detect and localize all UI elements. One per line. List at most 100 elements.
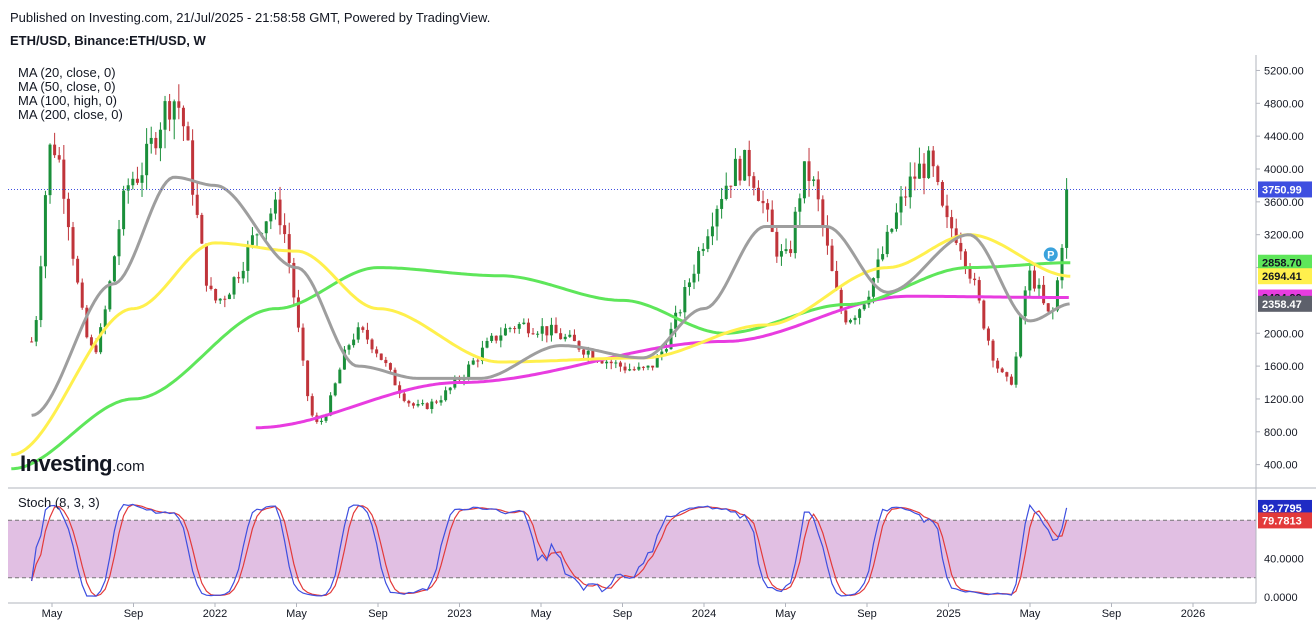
candle-body <box>917 163 921 179</box>
candle-body <box>34 320 38 342</box>
candle-body <box>609 361 613 364</box>
value-tag <box>1258 254 1312 271</box>
time-tick-label: Sep <box>613 608 633 620</box>
candle-body <box>835 270 839 290</box>
candle-body <box>710 226 714 237</box>
candle-body <box>117 229 121 257</box>
candle-body <box>881 254 885 260</box>
candle-body <box>333 383 337 396</box>
candle-body <box>476 360 480 362</box>
candle-body <box>273 199 277 214</box>
candle-body <box>720 198 724 209</box>
time-tick-label: 2026 <box>1181 608 1205 620</box>
logo-word: Investing <box>20 451 113 476</box>
candle-body <box>264 221 268 234</box>
candle-body <box>789 249 793 254</box>
value-tag <box>1258 512 1312 529</box>
candle-body <box>977 280 981 301</box>
candle-body <box>743 149 747 181</box>
candle-body <box>706 236 710 249</box>
candle-body <box>531 333 535 335</box>
candle-body <box>812 179 816 181</box>
candle-body <box>494 335 498 341</box>
price-tick-label: 800.00 <box>1264 427 1298 439</box>
candle-body <box>99 327 103 353</box>
candle-body <box>807 161 811 181</box>
candle-body <box>398 385 402 394</box>
candle-body <box>697 251 701 274</box>
candle-body <box>536 333 540 335</box>
candle-body <box>407 400 411 404</box>
value-tag-label: 79.7813 <box>1262 515 1302 527</box>
time-tick-label: May <box>775 608 796 620</box>
candle-body <box>103 309 107 328</box>
ma50-line <box>11 233 1071 457</box>
ma200-legend: MA (200, close, 0) <box>18 107 123 122</box>
candle-body <box>214 289 218 301</box>
candle-body <box>646 365 650 368</box>
price-tick-label: 400.00 <box>1264 460 1298 472</box>
p-marker <box>1043 247 1058 262</box>
time-tick-label: 2025 <box>936 608 960 620</box>
candle-body <box>1042 284 1046 304</box>
candle-body <box>30 341 34 343</box>
candle-body <box>614 362 618 364</box>
candle-body <box>467 364 471 378</box>
candle-body <box>683 287 687 313</box>
candle-body <box>940 182 944 206</box>
price-tick-label: 4000.00 <box>1264 164 1304 176</box>
candle-body <box>1009 376 1013 385</box>
candle-body <box>278 199 282 226</box>
candle-body <box>517 324 521 329</box>
candle-body <box>448 387 452 391</box>
candle-body <box>186 126 190 141</box>
candle-body <box>982 300 986 329</box>
candle-body <box>241 270 245 279</box>
candle-body <box>628 369 632 371</box>
candle-body <box>844 310 848 323</box>
candle-body <box>204 243 208 286</box>
candle-body <box>89 337 93 346</box>
candle-body <box>908 176 912 198</box>
candle-body <box>733 158 737 186</box>
candle-body <box>490 335 494 341</box>
candle-body <box>499 335 503 341</box>
candle-body <box>724 185 728 199</box>
candle-body <box>62 159 66 199</box>
candle-body <box>848 320 852 323</box>
ma20-line <box>31 175 1070 417</box>
value-tag <box>1258 181 1312 198</box>
candle-body <box>301 327 305 361</box>
candle-body <box>582 349 586 355</box>
candle-body <box>793 211 797 254</box>
candle-body <box>1023 290 1027 317</box>
candle-body <box>352 339 356 346</box>
price-tick-label: 1200.00 <box>1264 394 1304 406</box>
candle-body <box>945 205 949 218</box>
value-tag-label: 2358.47 <box>1262 299 1302 311</box>
ma100-line <box>11 261 1071 471</box>
candle-body <box>306 360 310 397</box>
candle-body <box>163 101 167 130</box>
candle-body <box>600 360 604 364</box>
candle-body <box>1032 270 1036 289</box>
candle-body <box>292 262 296 298</box>
candle-body <box>80 282 84 308</box>
candle-body <box>411 403 415 406</box>
candle-body <box>94 345 98 353</box>
candle-body <box>375 349 379 354</box>
candle-body <box>821 199 825 226</box>
candle-body <box>540 326 544 334</box>
ma20-legend: MA (20, close, 0) <box>18 65 116 80</box>
ma200-line <box>255 294 1069 430</box>
candle-body <box>158 129 162 149</box>
candle-body <box>310 396 314 416</box>
candle-body <box>701 248 705 252</box>
candle-body <box>232 277 236 295</box>
candle-body <box>894 212 898 229</box>
candle-body <box>140 175 144 183</box>
candle-body <box>858 309 862 318</box>
candle-body <box>1014 356 1018 385</box>
candle-body <box>108 281 112 310</box>
